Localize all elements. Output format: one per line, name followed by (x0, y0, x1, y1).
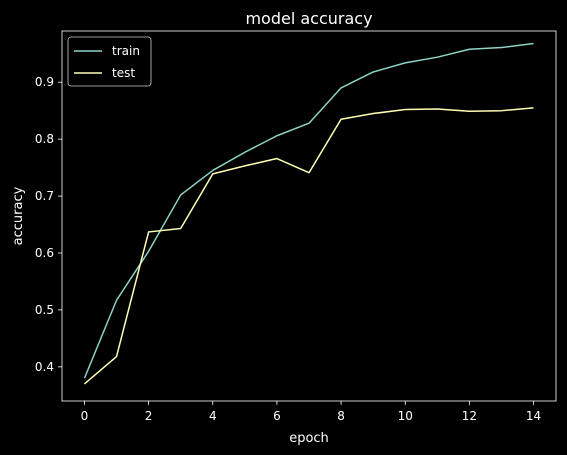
x-axis-ticks: 0 2 4 6 8 10 12 14 (81, 401, 541, 423)
legend-label-train: train (112, 44, 140, 58)
series-line-train (83, 42, 534, 379)
x-axis-label: epoch (289, 431, 329, 446)
legend: train test (67, 36, 152, 87)
series-line-test (83, 107, 534, 385)
x-tick-label: 10 (398, 409, 413, 423)
y-tick-label: 0.6 (35, 246, 54, 260)
x-tick-label: 2 (145, 409, 153, 423)
series-lines (83, 42, 534, 385)
x-tick-label: 6 (273, 409, 281, 423)
y-axis-ticks: 0.4 0.5 0.6 0.7 0.8 0.9 (35, 75, 62, 374)
x-tick-label: 12 (462, 409, 477, 423)
y-axis-label: accuracy (11, 186, 26, 245)
y-tick-label: 0.8 (35, 132, 54, 146)
y-tick-label: 0.4 (35, 360, 54, 374)
x-tick-label: 0 (81, 409, 89, 423)
x-tick-label: 8 (337, 409, 345, 423)
y-tick-label: 0.7 (35, 189, 54, 203)
y-tick-label: 0.9 (35, 75, 54, 89)
legend-label-test: test (112, 66, 135, 80)
y-tick-label: 0.5 (35, 303, 54, 317)
x-tick-label: 4 (209, 409, 217, 423)
x-tick-label: 14 (526, 409, 541, 423)
plot-frame (61, 30, 557, 402)
chart-title: model accuracy (245, 9, 372, 28)
